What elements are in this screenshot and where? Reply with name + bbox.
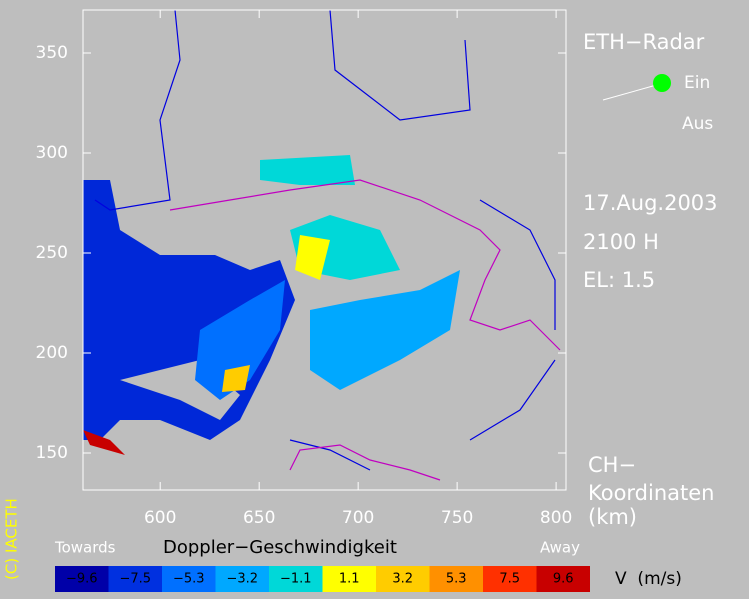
colorbar-label: 9.6 — [553, 572, 574, 587]
x-tick-label: 800 — [540, 508, 572, 528]
colorbar: −9.6 −7.5 −5.3 −3.2 −1.1 1.1 3.2 5.3 7.5 9.6 — [55, 566, 590, 592]
colorbar-left-label: Towards — [54, 539, 116, 557]
x-tick-label: 700 — [342, 508, 374, 528]
y-tick-label: 250 — [36, 243, 68, 263]
colorbar-label: −1.1 — [280, 572, 312, 587]
echo-region — [310, 270, 460, 390]
echo-region — [83, 430, 125, 455]
coords-label: (km) — [588, 505, 637, 529]
plot-frame — [82, 9, 567, 491]
colorbar-title: Doppler−Geschwindigkeit — [163, 537, 397, 558]
colorbar-label: −5.3 — [173, 572, 205, 587]
river — [94, 9, 556, 471]
x-tick-label: 600 — [144, 508, 176, 528]
coords-label: Koordinaten — [588, 481, 715, 505]
colorbar-cell — [215, 566, 269, 592]
colorbar-cell — [108, 566, 162, 592]
colorbar-cell — [536, 566, 590, 592]
copyright: (C) IACETH — [3, 498, 21, 580]
elevation: EL: 1.5 — [583, 268, 655, 292]
coords-label: CH− — [588, 453, 636, 477]
colorbar-unit: V (m/s) — [615, 569, 682, 589]
colorbar-cell — [162, 566, 216, 592]
echo-region — [295, 235, 330, 280]
time: 2100 H — [583, 230, 659, 254]
y-tick-label: 200 — [36, 343, 68, 363]
echo-region — [222, 365, 250, 392]
x-tick-label: 750 — [441, 508, 473, 528]
status-off: Aus — [682, 114, 713, 134]
radar-pointer — [602, 83, 661, 101]
axes: 600 650 700 750 800 150 200 250 300 350 — [36, 10, 572, 528]
colorbar-cell — [55, 566, 109, 592]
colorbar-label: 7.5 — [499, 572, 520, 587]
colorbar-label: −3.2 — [226, 572, 258, 587]
x-tick-label: 650 — [243, 508, 275, 528]
colorbar-cell — [483, 566, 537, 592]
colorbar-label: −7.5 — [119, 572, 151, 587]
echo-region — [260, 155, 355, 185]
echo-region — [195, 280, 285, 400]
y-tick-label: 300 — [36, 143, 68, 163]
radar-title: ETH−Radar — [583, 30, 705, 54]
status-on: Ein — [684, 73, 710, 93]
y-tick-label: 150 — [36, 443, 68, 463]
colorbar-cell — [269, 566, 323, 592]
colorbar-cell — [376, 566, 430, 592]
colorbar-right-label: Away — [540, 539, 580, 557]
colorbar-label: 3.2 — [392, 572, 413, 587]
colorbar-label: −9.6 — [66, 572, 98, 587]
radar-on-indicator — [653, 74, 671, 92]
colorbar-label: 5.3 — [446, 572, 467, 587]
colorbar-cell — [429, 566, 483, 592]
border — [169, 179, 561, 481]
date: 17.Aug.2003 — [583, 191, 718, 215]
colorbar-cell — [322, 566, 376, 592]
map-layer — [83, 9, 561, 481]
colorbar-label: 1.1 — [339, 572, 360, 587]
y-tick-label: 350 — [36, 43, 68, 63]
